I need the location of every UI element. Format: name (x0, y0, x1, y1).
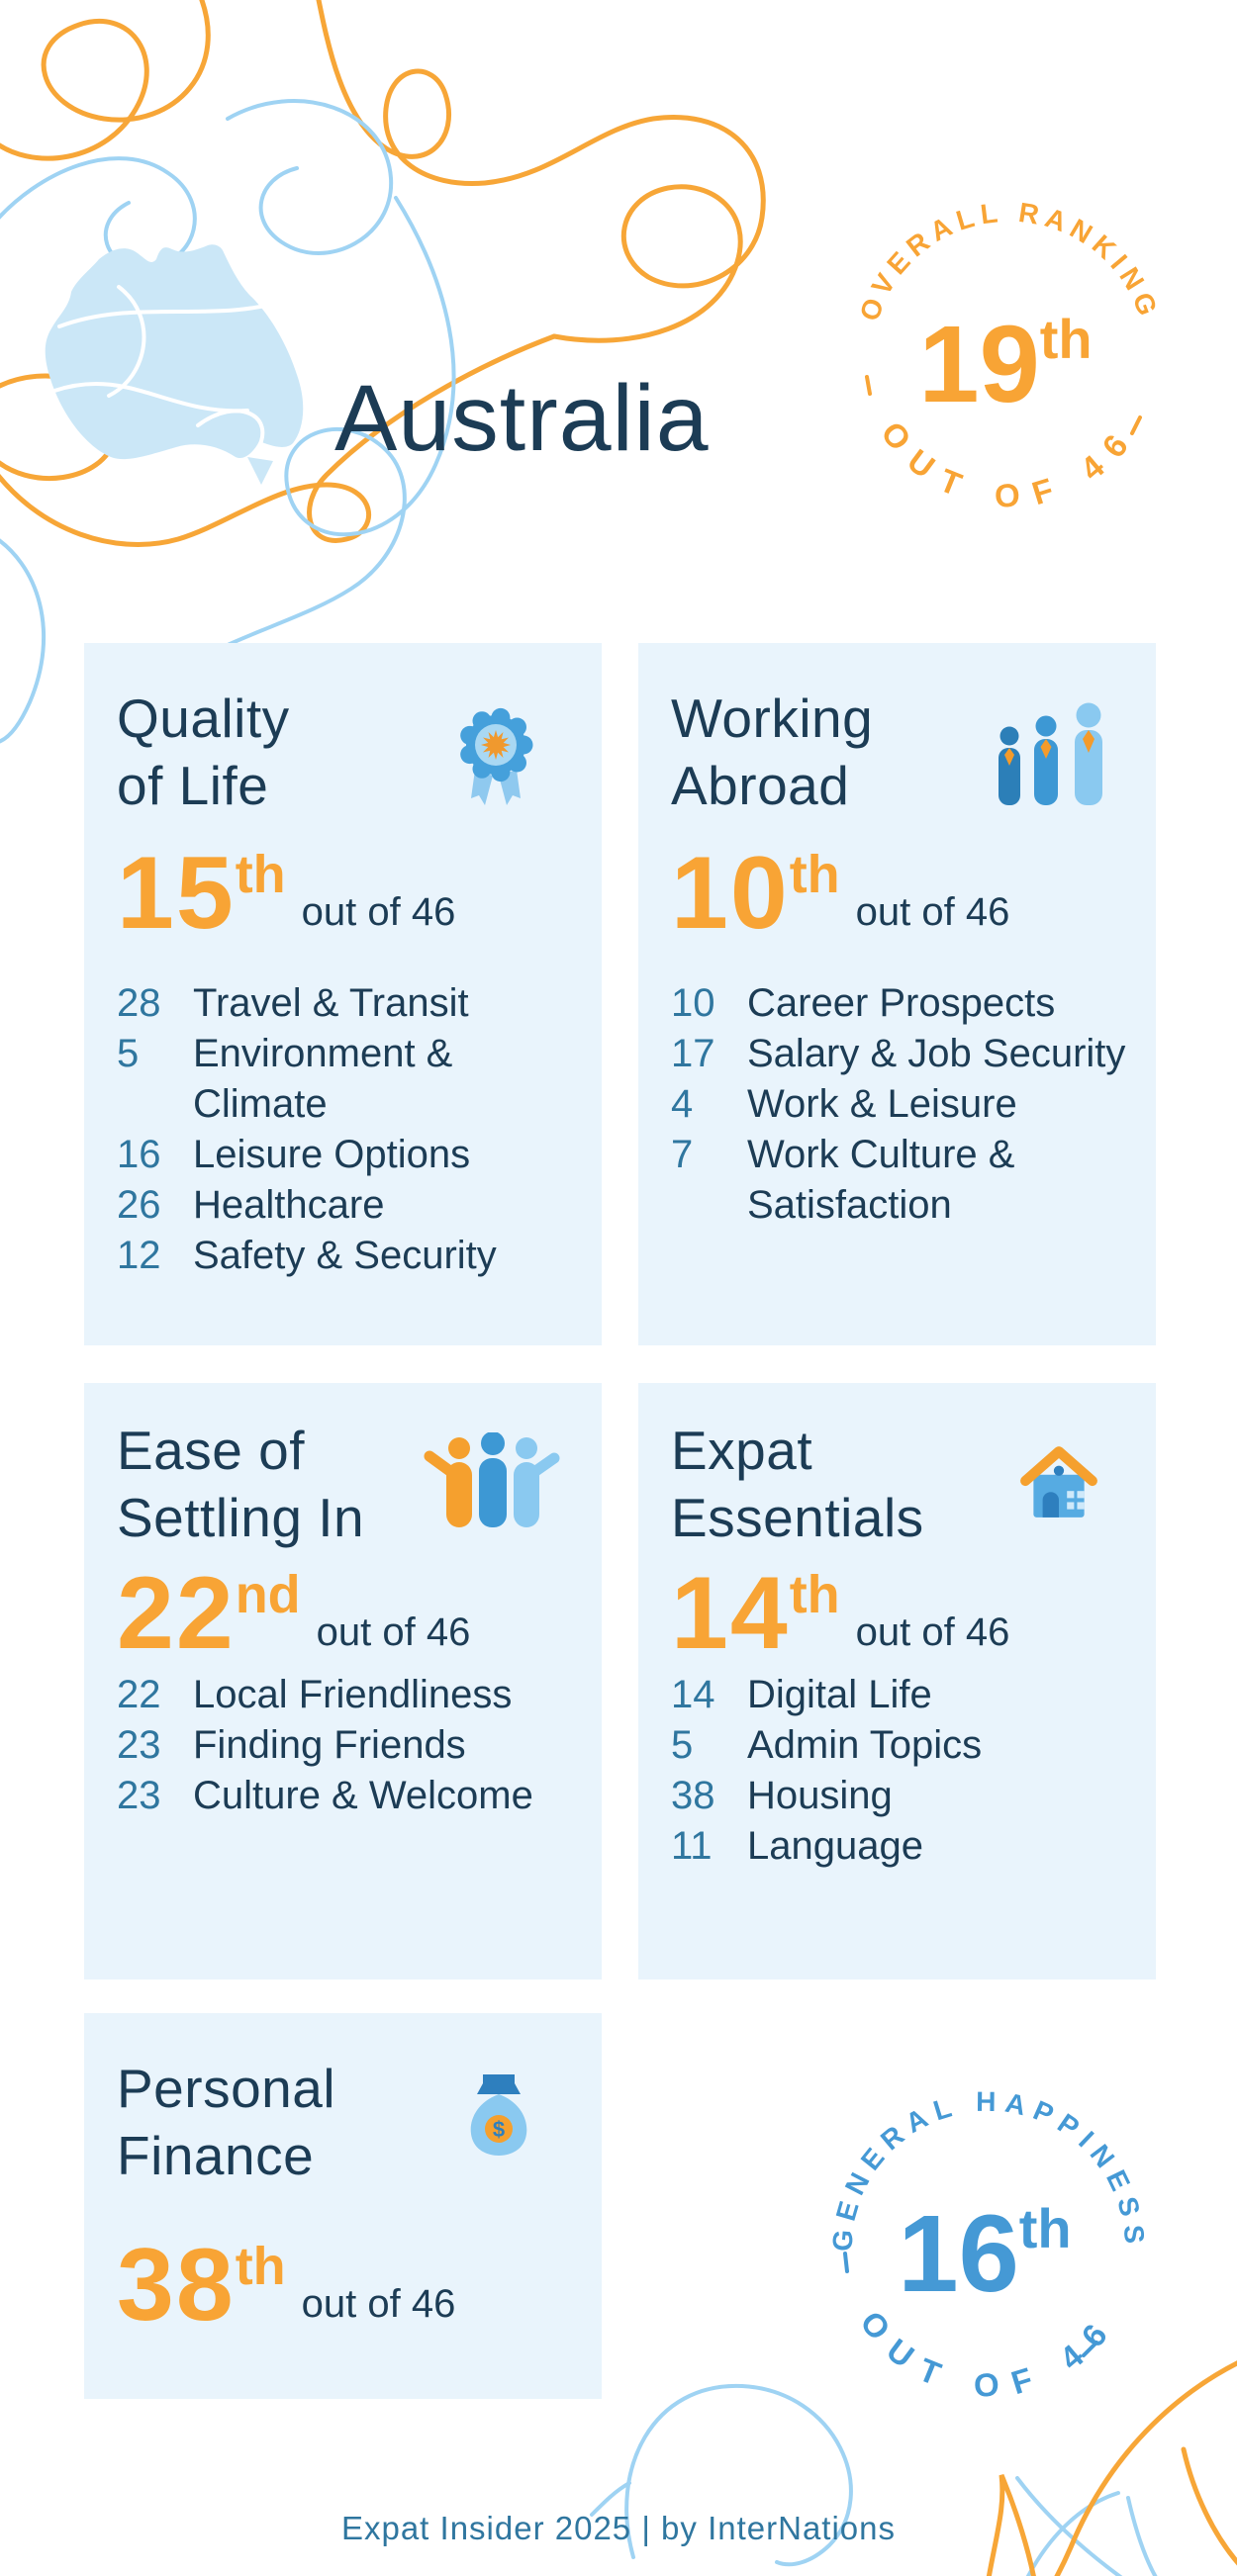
list-item: 28 Travel & Transit (117, 981, 469, 1025)
list-item: 12 Safety & Security (117, 1234, 497, 1277)
rank-out-of: out of 46 (301, 2282, 456, 2326)
general-happiness-badge: GENERAL HAPPINESS OUT OF 46 16th (826, 2086, 1142, 2404)
list-item: 22 Local Friendliness (117, 1673, 513, 1716)
list-item: 23 Culture & Welcome (117, 1774, 533, 1817)
category-rank: 10 th out of 46 (671, 836, 1128, 951)
rank-out-of: out of 46 (301, 890, 456, 934)
category-card-quality-of-life: Quality of Life 15 th out of 46 (84, 643, 602, 1345)
house-icon (1015, 1442, 1102, 1528)
list-item: 26 Healthcare (117, 1183, 385, 1227)
card-title-line1: Personal (117, 2058, 336, 2119)
rank-number: 22 (117, 1556, 236, 1671)
category-rank: 22 nd out of 46 (117, 1556, 574, 1671)
svg-text:$: $ (493, 2117, 505, 2142)
badge-rank-text: 19th (918, 304, 1092, 425)
card-title: Ease of Settling In (117, 1417, 574, 1551)
category-rank: 15 th out of 46 (117, 836, 574, 951)
badge-bottom-arc-text: OUT OF 46 (874, 414, 1144, 514)
rank-out-of: out of 46 (316, 1610, 471, 1654)
card-title: Working Abroad (671, 685, 1128, 819)
list-item: 11 Language (671, 1824, 923, 1868)
list-item: 10 Career Prospects (671, 981, 1056, 1025)
award-rosette-icon (451, 700, 540, 814)
subcategory-list: 10 Career Prospects 17 Salary & Job Securi… (671, 978, 1128, 1231)
rank-out-of: out of 46 (855, 890, 1010, 934)
badge-left-dash (865, 375, 872, 396)
footer-credit: Expat Insider 2025 | by InterNations (340, 2510, 897, 2546)
card-title-line2: Settling In (117, 1487, 365, 1548)
list-item: 16 Leisure Options (117, 1133, 471, 1176)
badge-right-dash (1082, 2341, 1098, 2357)
card-title-line1: Expat (671, 1420, 813, 1481)
list-item: 38 Housing (671, 1774, 893, 1817)
rank-suffix: nd (235, 1565, 301, 1624)
overall-ranking-badge: OVERALL RANKING OUT OF 46 19th (854, 197, 1160, 514)
subcategory-list: 22 Local Friendliness 23 Finding Friends 2… (117, 1670, 574, 1821)
rank-out-of: out of 46 (855, 1610, 1010, 1654)
card-title-line1: Quality (117, 688, 290, 749)
category-card-personal-finance: Personal Finance $ 38 th out of 46 (84, 2013, 602, 2399)
subcategory-list: 28 Travel & Transit 5 Environment & Climat… (117, 978, 574, 1281)
list-item: 17 Salary & Job Security (671, 1032, 1126, 1075)
australia-map (45, 244, 304, 485)
subcategory-list: 14 Digital Life 5 Admin Topics 38 Housing 1… (671, 1670, 1128, 1872)
list-item: 14 Digital Life (671, 1673, 932, 1716)
page-title: Australia (334, 365, 710, 471)
card-title-line1: Working (671, 688, 874, 749)
rank-number: 38 (117, 2228, 236, 2343)
card-title-line2: Essentials (671, 1487, 924, 1548)
card-title-line1: Ease of (117, 1420, 306, 1481)
list-item: 5 Admin Topics (671, 1723, 983, 1767)
category-card-working-abroad: Working Abroad (638, 643, 1156, 1345)
card-title: Expat Essentials (671, 1417, 1128, 1551)
friends-icon (422, 1431, 560, 1538)
list-item: 4 Work & Leisure (671, 1082, 1017, 1126)
category-rank: 14 th out of 46 (671, 1556, 1128, 1671)
card-title-line2: of Life (117, 755, 269, 816)
rank-number: 10 (671, 836, 790, 951)
tasmania (247, 457, 273, 485)
rank-number: 14 (671, 1556, 790, 1671)
category-card-expat-essentials: Expat Essentials 14 th out of 46 14 Digit… (638, 1383, 1156, 1979)
list-item: 5 Environment & Climate (117, 1032, 453, 1126)
category-card-ease-of-settling-in: Ease of Settling In (84, 1383, 602, 1979)
card-title-line2: Abroad (671, 755, 850, 816)
rank-suffix: th (789, 845, 840, 904)
card-title: Quality of Life (117, 685, 574, 819)
rank-suffix: th (789, 1565, 840, 1624)
list-item: 7 Work Culture & Satisfaction (671, 1133, 1015, 1227)
card-title: Personal Finance (117, 2055, 574, 2189)
list-item: 23 Finding Friends (117, 1723, 466, 1767)
business-people-icon (994, 700, 1108, 810)
orange-scribble-bottom (986, 2360, 1237, 2576)
category-rank: 38 th out of 46 (117, 2228, 574, 2343)
rank-suffix: th (235, 845, 286, 904)
white-scribble-over-map (52, 285, 299, 452)
orange-scribble-top (0, 0, 766, 547)
rank-suffix: th (235, 2237, 286, 2296)
badge-right-dash (1130, 415, 1142, 435)
card-title-line2: Finance (117, 2125, 315, 2186)
badge-rank-text: 16th (898, 2193, 1071, 2315)
money-bag-icon: $ (457, 2069, 540, 2164)
rank-number: 15 (117, 836, 236, 951)
badge-left-dash (843, 2252, 849, 2273)
